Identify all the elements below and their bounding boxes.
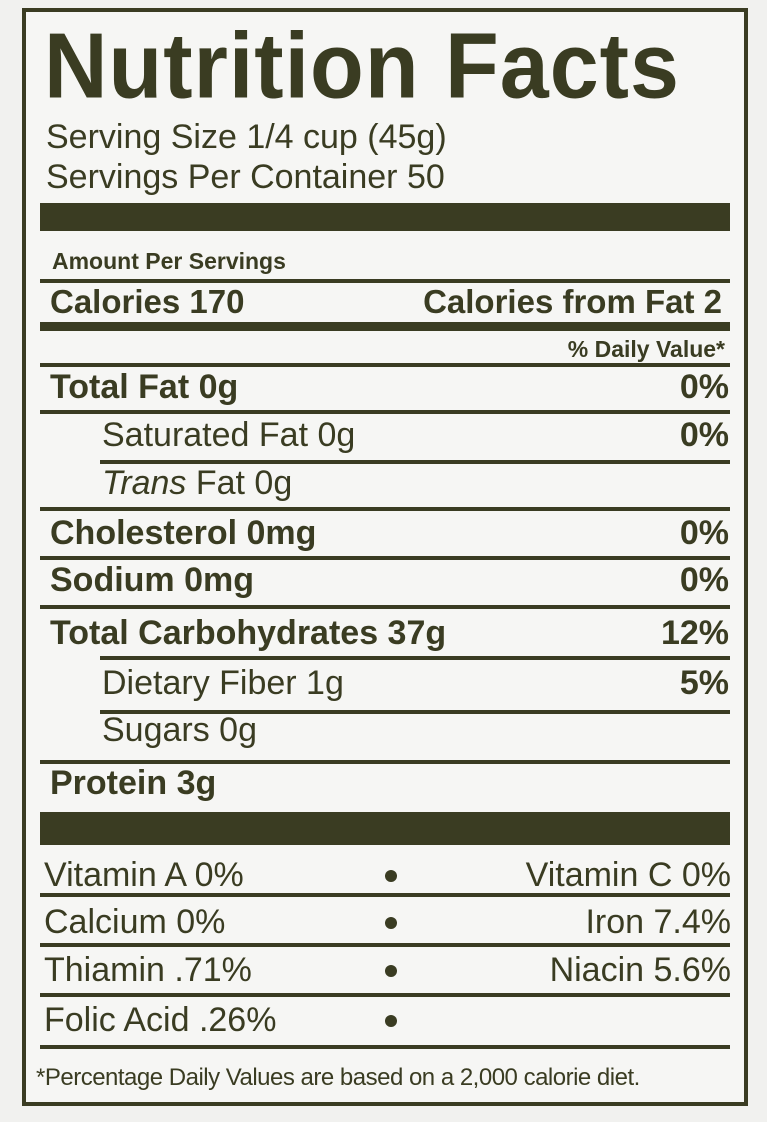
thick-rule (40, 322, 730, 331)
rule (40, 279, 730, 283)
vitamin-left: Calcium 0% (44, 903, 226, 941)
nutrient-label: Trans Fat 0g (102, 466, 292, 500)
rule (40, 993, 730, 997)
rule (40, 507, 730, 511)
vitamin-left: Folic Acid .26% (44, 1001, 277, 1039)
rule (40, 760, 730, 764)
thick-rule (40, 812, 730, 845)
daily-value-header: % Daily Value* (567, 336, 725, 362)
rule (40, 363, 730, 367)
daily-value: 0% (679, 514, 729, 552)
rule (100, 460, 730, 464)
calories-from-fat: Calories from Fat 2 (423, 283, 722, 320)
bullet (385, 870, 397, 882)
rule (40, 943, 730, 947)
nutrient-label: Dietary Fiber 1g (102, 664, 344, 702)
nutrient-label: Protein 3g (50, 764, 217, 802)
rule (100, 656, 730, 660)
rule (40, 605, 730, 609)
nutrient-label: Sugars 0g (102, 711, 257, 749)
thick-rule (40, 203, 730, 231)
amount-per: Amount Per Servings (52, 248, 286, 274)
bullet (385, 1015, 397, 1027)
daily-value: 0% (679, 368, 729, 406)
vitamin-right: Niacin 5.6% (549, 951, 731, 989)
daily-value: 5% (679, 664, 729, 702)
nutrient-label: Total Fat 0g (50, 368, 239, 406)
daily-value: 0% (679, 561, 729, 599)
vitamin-right: Vitamin C 0% (525, 856, 731, 894)
daily-value: 0% (679, 416, 729, 454)
nutrient-label: Saturated Fat 0g (102, 416, 356, 454)
nutrient-label: Total Carbohydrates 37g (50, 614, 447, 652)
rule (100, 710, 730, 714)
footnote: *Percentage Daily Values are based on a … (36, 1064, 640, 1091)
nutrient-label: Sodium 0mg (50, 561, 255, 599)
daily-value: 12% (660, 614, 729, 652)
servings-per-container: Servings Per Container 50 (46, 158, 445, 196)
bullet (385, 965, 397, 977)
rule (40, 410, 730, 414)
calories: Calories 170 (50, 283, 245, 320)
vitamin-right: Iron 7.4% (585, 903, 731, 941)
bullet (385, 917, 397, 929)
title: Nutrition Facts (44, 13, 680, 118)
vitamin-left: Thiamin .71% (44, 951, 252, 989)
rule (40, 893, 730, 897)
label: Fat 0g (195, 464, 293, 502)
vitamin-left: Vitamin A 0% (44, 856, 244, 894)
nutrient-label: Cholesterol 0mg (50, 514, 317, 552)
serving-size: Serving Size 1/4 cup (45g) (46, 118, 447, 156)
italic-label: Trans (102, 464, 187, 502)
rule (40, 1045, 730, 1049)
rule (40, 556, 730, 560)
